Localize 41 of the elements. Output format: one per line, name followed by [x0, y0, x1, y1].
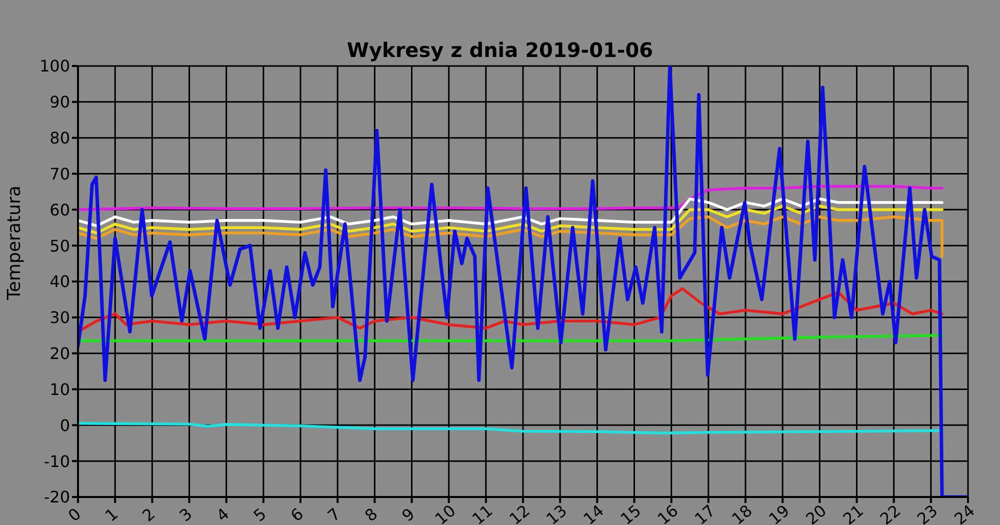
x-tick-label: 9 [398, 504, 418, 525]
x-tick-label: 3 [176, 504, 196, 525]
y-tick-label: -20 [44, 488, 70, 507]
y-tick-label: 50 [50, 236, 70, 256]
y-tick-label: 100 [39, 56, 70, 76]
y-tick-label: 20 [50, 344, 70, 364]
x-tick-label: 10 [431, 500, 460, 525]
y-tick-label: 60 [50, 200, 70, 220]
x-tick-label: 20 [802, 500, 830, 525]
x-tick-label: 16 [654, 500, 682, 525]
x-tick-label: 0 [64, 504, 84, 525]
y-tick-label: 80 [50, 128, 70, 148]
y-tick-label: 10 [50, 380, 70, 399]
x-tick-label: 11 [468, 500, 496, 525]
x-tick-label: 12 [506, 500, 534, 525]
x-tick-label: 1 [102, 504, 122, 525]
x-tick-label: 15 [616, 500, 645, 525]
line-series [78, 422, 944, 434]
y-tick-label: 0 [60, 416, 70, 435]
x-tick-label: 21 [839, 500, 868, 525]
x-tick-label: 23 [913, 500, 942, 525]
x-tick-label: 18 [728, 500, 756, 525]
y-tick-label: 40 [50, 272, 70, 292]
chart-title: Wykresy z dnia 2019-01-06 [346, 38, 654, 62]
x-tick-label: 14 [580, 500, 608, 525]
x-tick-label: 13 [542, 500, 570, 525]
y-axis-title: Temperatura [4, 186, 25, 300]
x-tick-label: 6 [286, 504, 307, 525]
x-tick-label: 22 [876, 500, 904, 525]
y-tick-label: 90 [50, 92, 70, 112]
x-tick-label: 2 [138, 504, 159, 525]
x-tick-label: 4 [212, 504, 233, 525]
x-tick-label: 19 [765, 500, 793, 525]
y-tick-label: -10 [44, 452, 70, 471]
x-tick-label: 7 [324, 504, 344, 525]
x-tick-label: 8 [361, 504, 382, 525]
x-tick-label: 17 [690, 500, 719, 525]
y-tick-label: 30 [50, 308, 70, 328]
x-tick-label: 24 [950, 500, 978, 525]
x-tick-label: 5 [250, 504, 270, 525]
y-tick-label: 70 [50, 164, 70, 184]
